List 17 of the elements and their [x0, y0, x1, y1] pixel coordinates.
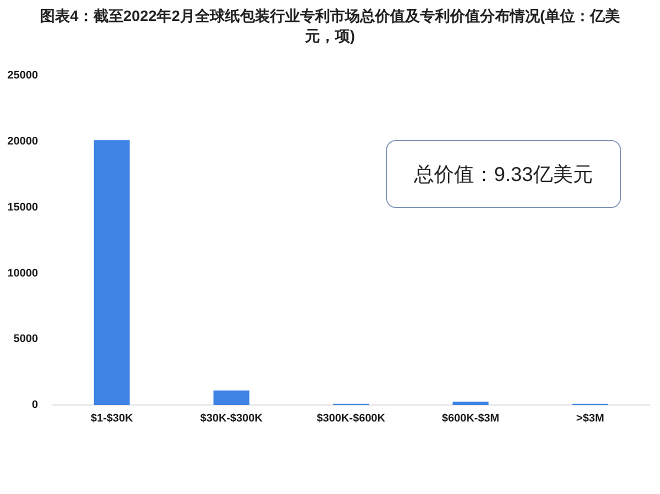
callout-box: 总价值：9.33亿美元 — [386, 140, 621, 208]
y-tick-label: 10000 — [7, 267, 38, 280]
bar — [213, 390, 250, 405]
x-tick-label: >$3M — [576, 412, 604, 425]
y-tick-label: 15000 — [7, 201, 38, 214]
x-tick-label: $300K-$600K — [316, 412, 386, 425]
x-tick-label: $1-$30K — [90, 412, 133, 425]
y-tick-label: 20000 — [7, 136, 38, 148]
x-tick-label: $30K-$300K — [200, 412, 263, 425]
x-tick-label: $600K-$3M — [442, 412, 500, 425]
annotation: 总价值：9.33亿美元 — [414, 162, 593, 188]
bar — [94, 140, 130, 405]
bar — [452, 402, 489, 405]
y-tick-label: 25000 — [7, 70, 38, 82]
y-tick-label: 0 — [32, 399, 38, 412]
chart-title: 图表4：截至2022年2月全球纸包装行业专利市场总价值及专利价值分布情况(单位：亿美元，项) — [38, 7, 622, 47]
y-tick-label: 5000 — [14, 333, 38, 346]
